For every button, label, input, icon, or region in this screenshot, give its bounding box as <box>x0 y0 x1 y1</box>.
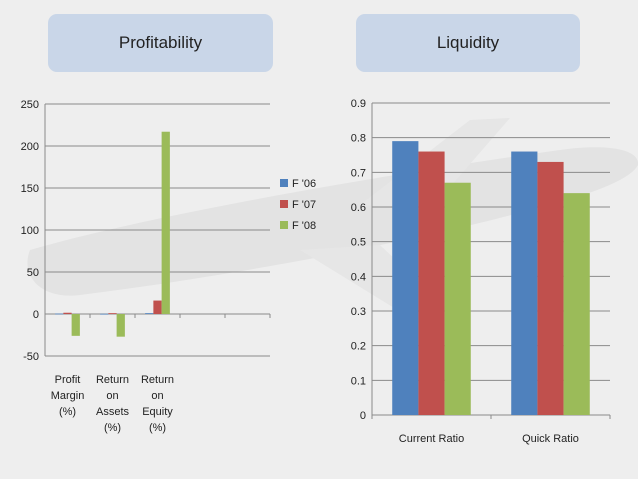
legend-swatch <box>280 200 288 208</box>
bar-f06-1 <box>511 151 538 416</box>
legend-label: F '08 <box>292 220 316 232</box>
bar-f08-0 <box>71 314 80 336</box>
bar-f07-1 <box>537 161 564 415</box>
bar-f06-0 <box>392 141 419 415</box>
category-label: (%) <box>104 422 121 434</box>
y-tick-label: 200 <box>21 141 39 153</box>
category-label: Return <box>141 374 174 386</box>
category-label: Current Ratio <box>399 433 464 445</box>
category-label: Assets <box>96 406 130 418</box>
bar-f08-0 <box>444 182 471 415</box>
bar-f07-0 <box>418 151 445 416</box>
y-tick-label: 250 <box>21 99 39 111</box>
y-tick-label: 0.3 <box>351 306 366 318</box>
category-label: (%) <box>149 422 166 434</box>
bar-f08-2 <box>161 131 170 314</box>
bar-f06-0 <box>55 313 64 315</box>
profitability-title: Profitability <box>118 33 203 52</box>
y-tick-label: 0 <box>33 309 39 321</box>
y-tick-label: 0.2 <box>351 341 366 353</box>
legend-swatch <box>280 179 288 187</box>
bar-f07-0 <box>63 312 72 314</box>
category-label: on <box>106 390 118 402</box>
category-label: Quick Ratio <box>522 433 579 445</box>
category-label: (%) <box>59 406 76 418</box>
y-tick-label: 0.7 <box>351 167 366 179</box>
y-tick-label: 0.5 <box>351 237 366 249</box>
y-tick-label: 0.9 <box>351 98 366 110</box>
bar-f08-1 <box>116 314 125 337</box>
category-label: Margin <box>51 390 85 402</box>
bar-f06-2 <box>145 313 154 314</box>
profitability-chart: -50 0 50 100 150 200 250 Profit Margin (%) Return o… <box>21 99 271 434</box>
bar-f08-1 <box>563 193 590 415</box>
y-tick-label: 0.6 <box>351 202 366 214</box>
y-tick-label: 0 <box>360 410 366 422</box>
category-label: Profit <box>55 374 81 386</box>
legend-label: F '06 <box>292 178 316 190</box>
liquidity-title: Liquidity <box>436 33 500 52</box>
legend: F '06 F '07 F '08 <box>280 178 316 232</box>
bar-f06-1 <box>100 313 109 315</box>
y-tick-label: 0.4 <box>351 271 366 283</box>
y-tick-label: 50 <box>27 267 39 279</box>
y-tick-label: 0.1 <box>351 375 366 387</box>
bar-f07-1 <box>108 313 117 314</box>
legend-swatch <box>280 221 288 229</box>
category-label: Equity <box>142 406 173 418</box>
category-label: Return <box>96 374 129 386</box>
category-label: on <box>151 390 163 402</box>
y-tick-label: 100 <box>21 225 39 237</box>
bar-f07-2 <box>153 300 162 314</box>
liquidity-chart: 0 0.1 0.2 0.3 0.4 0.5 0.6 0.7 0.8 0.9 Current Rati… <box>351 98 611 445</box>
y-tick-label: 150 <box>21 183 39 195</box>
y-tick-label: 0.8 <box>351 133 366 145</box>
liquidity-header: Liquidity <box>356 14 580 72</box>
profitability-header: Profitability <box>48 14 273 72</box>
y-tick-label: -50 <box>23 351 39 363</box>
legend-label: F '07 <box>292 199 316 211</box>
